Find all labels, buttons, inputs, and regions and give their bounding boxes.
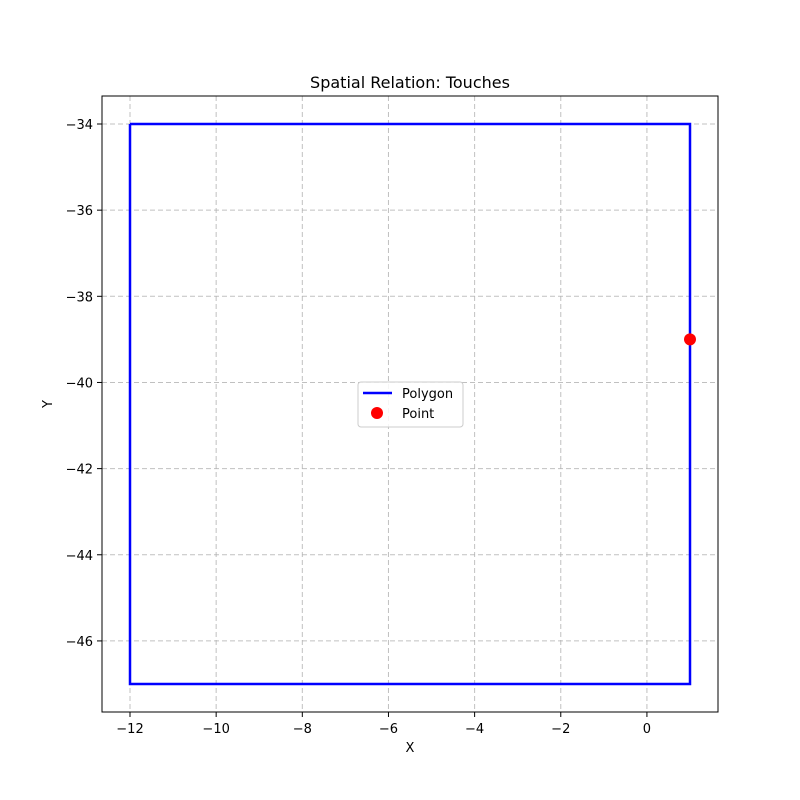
- x-axis-label: X: [406, 741, 415, 756]
- x-tick-label: −6: [379, 722, 398, 737]
- legend-point-label: Point: [402, 407, 434, 422]
- y-tick-label: −34: [66, 118, 93, 133]
- x-tick-label: −10: [202, 722, 229, 737]
- point-marker: [684, 333, 696, 346]
- x-tick-label: −8: [293, 722, 312, 737]
- x-tick-label: 0: [643, 722, 651, 737]
- y-tick-label: −46: [66, 635, 93, 650]
- y-tick-label: −42: [66, 463, 93, 478]
- x-tick-label: −4: [465, 722, 484, 737]
- legend-point-swatch: [371, 407, 383, 419]
- polygon-outline: [128, 122, 692, 686]
- chart-title: Spatial Relation: Touches: [310, 73, 510, 92]
- ticks: −12 −10 −8 −6 −4 −2 0 −34 −36 −38 −40 −42 −44 −46: [66, 118, 652, 737]
- y-tick-label: −38: [66, 290, 93, 305]
- data-layer: [128, 122, 696, 686]
- legend: Polygon Point: [357, 381, 464, 428]
- plot-frame: [101, 95, 719, 713]
- x-tick-label: −12: [116, 722, 143, 737]
- y-tick-label: −36: [66, 204, 93, 219]
- y-tick-label: −40: [66, 376, 93, 391]
- x-tick-label: −2: [551, 722, 570, 737]
- y-axis-label: Y: [41, 400, 56, 409]
- legend-polygon-label: Polygon: [402, 387, 453, 402]
- y-tick-label: −44: [66, 549, 93, 564]
